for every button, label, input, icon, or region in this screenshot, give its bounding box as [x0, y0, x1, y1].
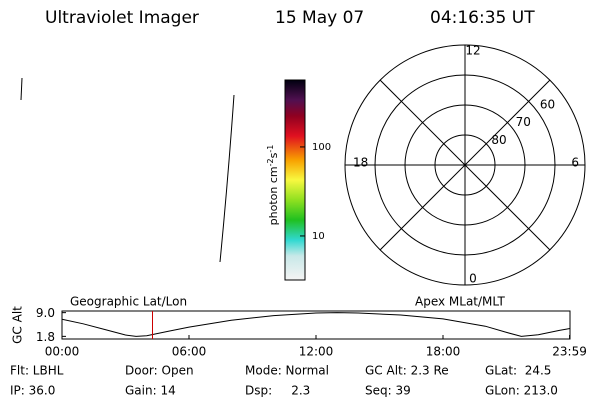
image-edge — [20, 77, 23, 101]
colorbar-label: photon cm-2s-1 — [266, 145, 281, 226]
mlt-label: 18 — [353, 156, 368, 170]
mlt-label: 6 — [571, 156, 579, 170]
y-tick-label: 1.8 — [36, 330, 55, 344]
unit: photon cm — [267, 166, 280, 225]
lat-ring — [374, 74, 556, 256]
tick-label: 10 — [312, 231, 325, 242]
x-tick-label: 12:00 — [299, 345, 334, 359]
colorbar: photon cm-2s-1 — [266, 79, 306, 281]
status-field: IP: 36.0 — [10, 384, 55, 398]
unit: s — [267, 152, 280, 158]
lat-label: 60 — [540, 98, 555, 112]
y-tick-label: 9.0 — [36, 306, 55, 320]
status-field: Door: Open — [125, 364, 194, 378]
status-field: Dsp: 2.3 — [245, 384, 310, 398]
tick-label: 100 — [312, 142, 331, 153]
title: Ultraviolet Imager — [45, 8, 199, 28]
status-field: GLon: 213.0 — [485, 384, 558, 398]
date: 15 May 07 — [275, 8, 364, 28]
image-edge — [219, 94, 235, 263]
x-tick-label: 06:00 — [172, 345, 207, 359]
status-field: Seq: 39 — [365, 384, 411, 398]
colorbar-scale — [284, 79, 306, 281]
altitude-line — [61, 312, 571, 337]
lat-label: 80 — [491, 133, 506, 147]
time: 04:16:35 UT — [430, 8, 535, 28]
subtitle: Apex MLat/MLT — [415, 295, 505, 309]
status-field: GLat: 24.5 — [485, 364, 551, 378]
status-field: Flt: LBHL — [10, 364, 64, 378]
lat-ring — [434, 134, 496, 196]
lat-label: 70 — [516, 115, 531, 129]
status-field: Gain: 14 — [125, 384, 176, 398]
x-tick-label: 23:59 — [552, 345, 587, 359]
status-field: Mode: Normal — [245, 364, 329, 378]
lat-ring — [404, 104, 526, 226]
status-field: GC Alt: 2.3 Re — [365, 364, 449, 378]
orbit-frame — [61, 310, 571, 340]
y-axis-label: GC Alt — [11, 306, 25, 344]
exponent: -2 — [266, 158, 275, 166]
x-tick-label: 00:00 — [45, 345, 80, 359]
exponent: -1 — [266, 145, 275, 153]
mlt-label: 0 — [469, 272, 477, 286]
subtitle: Geographic Lat/Lon — [70, 295, 187, 309]
mlt-label: 12 — [465, 44, 480, 58]
x-tick-label: 18:00 — [426, 345, 461, 359]
